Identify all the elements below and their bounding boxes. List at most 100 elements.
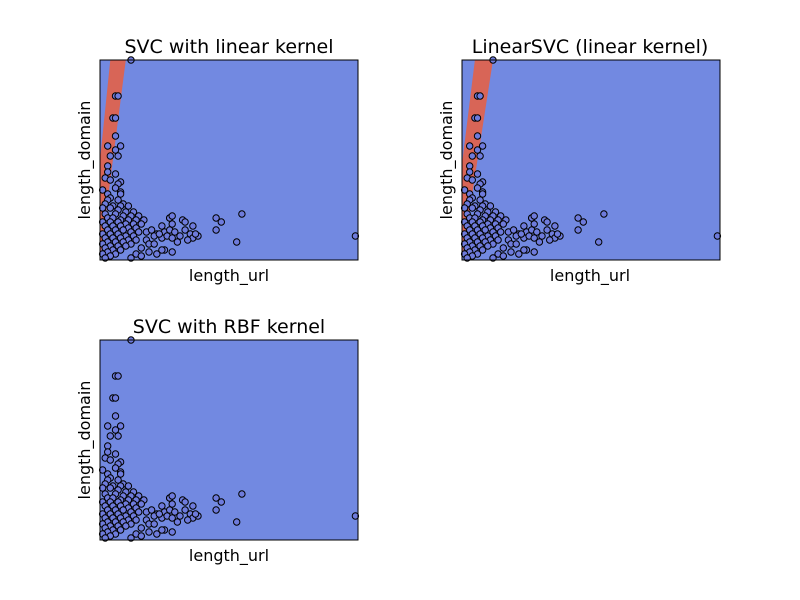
data-point (114, 152, 122, 160)
plot-area (98, 56, 360, 262)
x-axis-label: length_url (189, 266, 269, 286)
data-point (114, 92, 122, 100)
data-point (476, 196, 484, 204)
data-point (499, 220, 507, 228)
x-axis-label: length_url (189, 546, 269, 566)
data-point (111, 114, 120, 122)
data-point (119, 506, 127, 514)
plot-frame (461, 59, 721, 261)
data-point (171, 508, 179, 516)
data-point (595, 238, 603, 246)
data-point (481, 226, 489, 234)
subplot-title: SVC with linear kernel (125, 36, 334, 58)
data-point (520, 222, 528, 230)
data-point (171, 228, 179, 236)
data-point (116, 422, 125, 430)
data-point (137, 524, 145, 532)
data-point (168, 528, 176, 536)
data-point (468, 204, 477, 212)
data-point (478, 142, 487, 150)
data-point (713, 232, 722, 240)
data-point (158, 246, 166, 254)
data-point (579, 218, 588, 226)
data-point (512, 240, 520, 248)
scatter-points (98, 56, 360, 262)
data-point (184, 516, 192, 524)
data-point (238, 490, 246, 498)
data-point (168, 514, 176, 522)
data-point (104, 422, 112, 430)
data-point (466, 162, 474, 170)
data-point (530, 248, 538, 256)
data-point (473, 114, 482, 122)
data-point (106, 176, 115, 184)
subplot-title: LinearSVC (linear kernel) (472, 36, 709, 58)
data-point (212, 506, 220, 514)
data-point (104, 142, 112, 150)
data-point (233, 238, 241, 246)
data-point (476, 152, 484, 160)
data-point (132, 236, 140, 244)
data-point (530, 234, 538, 242)
data-point (515, 250, 523, 258)
data-point (184, 236, 192, 244)
data-point (104, 448, 112, 456)
data-point (233, 518, 241, 526)
data-point (238, 210, 246, 218)
data-point (111, 146, 120, 154)
data-point (189, 222, 197, 230)
data-point (499, 244, 507, 252)
data-point (106, 484, 115, 492)
data-point (114, 196, 122, 204)
data-point (538, 232, 546, 240)
data-point (212, 494, 220, 502)
data-point (478, 246, 487, 254)
data-point (98, 484, 107, 492)
plot-area (98, 336, 360, 542)
decision-region (100, 60, 126, 260)
data-point (135, 228, 143, 236)
data-point (176, 232, 184, 240)
data-point (155, 510, 163, 518)
data-point (119, 226, 127, 234)
data-point (137, 532, 145, 540)
data-point (574, 214, 582, 222)
data-point (106, 152, 115, 160)
data-point (124, 202, 133, 210)
data-point (98, 466, 107, 474)
data-point (111, 426, 120, 434)
data-point (145, 528, 153, 536)
data-point (460, 186, 469, 194)
data-point (114, 432, 122, 440)
data-point (106, 432, 115, 440)
data-point (106, 456, 115, 464)
data-point (509, 226, 518, 234)
data-point (494, 236, 502, 244)
data-point (168, 220, 176, 228)
data-point (473, 184, 482, 192)
data-point (116, 190, 125, 198)
data-point (466, 168, 474, 176)
data-point (122, 242, 130, 250)
data-point (499, 252, 507, 260)
data-point (106, 204, 115, 212)
data-point (137, 500, 145, 508)
data-point (111, 450, 120, 458)
data-point (553, 230, 562, 238)
data-point (111, 464, 120, 472)
data-point (543, 218, 551, 226)
data-point (478, 190, 487, 198)
data-point (181, 218, 189, 226)
data-point (168, 248, 176, 256)
y-axis-label: length_domain (75, 381, 95, 500)
data-point (173, 518, 182, 526)
data-point (468, 152, 477, 160)
data-point (181, 226, 189, 234)
data-point (147, 506, 156, 514)
data-point (530, 212, 538, 220)
data-point (217, 498, 226, 506)
data-point (473, 146, 482, 154)
data-point (137, 220, 145, 228)
data-point (116, 526, 125, 534)
data-point (468, 176, 477, 184)
